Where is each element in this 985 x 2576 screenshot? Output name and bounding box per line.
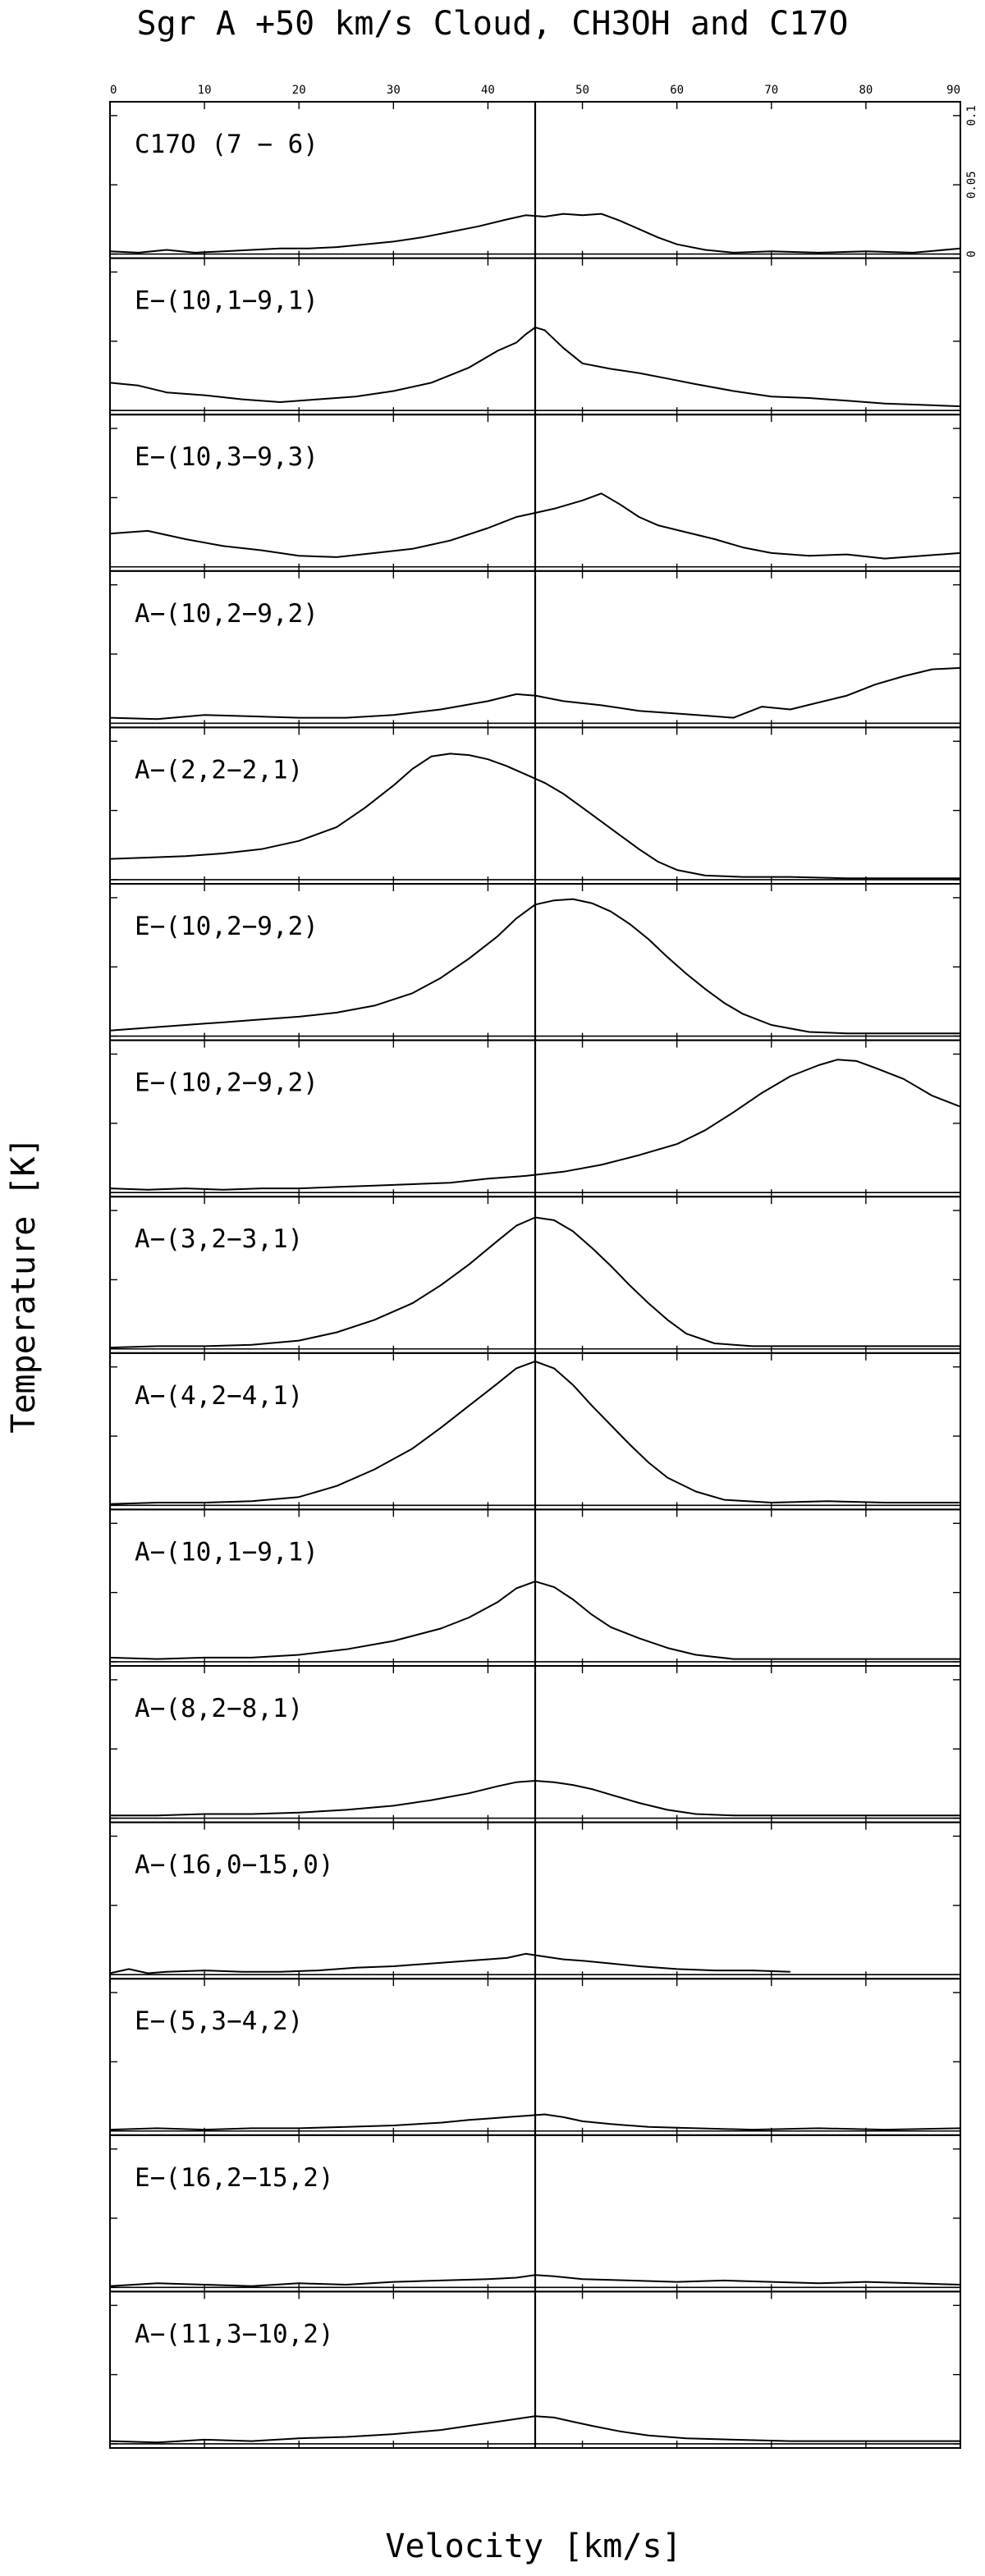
spectra-panels: C17O (7 − 6) E−(10,1−9,1) E−(10,3−9,3) A−(1… (109, 101, 961, 2449)
panel-label: A−(10,1−9,1) (135, 1537, 318, 1567)
spectrum-line (109, 753, 960, 880)
x-axis-top-ticks: 0 10 20 30 40 50 60 70 80 90 (110, 84, 960, 97)
panel-label: E−(5,3−4,2) (135, 2006, 303, 2036)
panel-label: E−(10,3−9,3) (135, 442, 318, 472)
panel-label: A−(3,2−3,1) (135, 1224, 303, 1254)
spectrum-panel: A−(2,2−2,1) (109, 726, 961, 885)
spectrum-line (109, 1581, 960, 1660)
x-tick-label: 90 (946, 84, 960, 97)
x-tick-label: 80 (859, 84, 873, 97)
panel-label: A−(2,2−2,1) (135, 755, 303, 785)
spectrum-line (109, 666, 961, 721)
panel-label: E−(16,2−15,2) (135, 2163, 334, 2193)
spectrum-panel: E−(10,2−9,2) (109, 883, 961, 1041)
y-tick-label: 0.05 (965, 171, 978, 199)
y-axis-label: Temperature [K] (5, 1137, 43, 1433)
panel-label: A−(10,2−9,2) (135, 599, 318, 629)
x-axis-label: Velocity [km/s] (385, 2528, 681, 2565)
spectrum-panel: A−(8,2−8,1) (109, 1665, 961, 1823)
y-tick-label: 0.1 (965, 105, 978, 126)
x-tick-label: 30 (387, 84, 401, 97)
x-tick-label: 10 (198, 84, 212, 97)
panel-label: A−(16,0−15,0) (135, 1851, 334, 1880)
spectrum-panel: E−(10,3−9,3) (109, 414, 961, 572)
x-tick-label: 40 (481, 84, 495, 97)
spectrum-line (109, 1059, 961, 1191)
spectrum-line (109, 213, 961, 254)
panel-label: E−(10,1−9,1) (135, 286, 318, 316)
spectrum-line (109, 2113, 961, 2131)
x-tick-label: 20 (292, 84, 306, 97)
spectrum-line (109, 492, 961, 560)
x-tick-label: 50 (575, 84, 589, 97)
panel-label: E−(10,2−9,2) (135, 912, 318, 941)
spectrum-line (109, 1360, 960, 1505)
panel-label: C17O (7 − 6) (135, 130, 318, 159)
chart-title: Sgr A +50 km/s Cloud, CH3OH and C17O (137, 5, 849, 43)
x-tick-label: 60 (670, 84, 684, 97)
spectrum-line (109, 1952, 790, 1974)
panel-label: A−(4,2−4,1) (135, 1381, 303, 1411)
y-tick-label: 0 (965, 250, 978, 257)
spectrum-line (109, 898, 960, 1035)
spectrum-line (110, 1780, 960, 1817)
x-tick-label: 70 (764, 84, 778, 97)
panel-label: A−(11,3−10,2) (135, 2319, 334, 2349)
panel-label: E−(10,2−9,2) (135, 1068, 318, 1098)
panel-label: A−(8,2−8,1) (135, 1694, 303, 1723)
x-tick-label: 0 (110, 84, 117, 97)
spectrum-line (109, 1216, 960, 1349)
y-axis-right-ticks: 0 0.05 0.1 (965, 105, 978, 258)
